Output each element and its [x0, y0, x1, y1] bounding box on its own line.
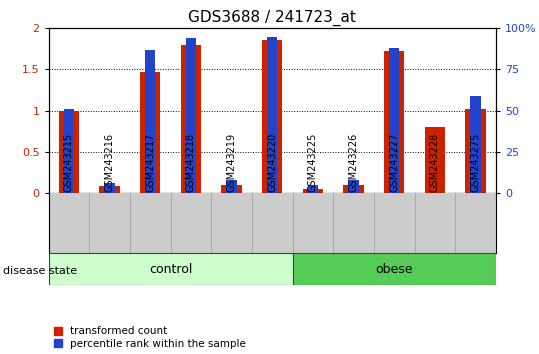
Text: obese: obese [376, 263, 413, 275]
Bar [465, 109, 486, 193]
Bar [64, 109, 74, 193]
Bar [308, 185, 318, 193]
Bar [471, 96, 481, 193]
Bar [389, 48, 399, 193]
Bar [140, 72, 161, 193]
Bar [145, 50, 155, 193]
Bar [99, 186, 120, 193]
Bar [348, 180, 358, 193]
Bar [49, 253, 293, 285]
Text: control: control [149, 263, 192, 275]
Bar [293, 253, 496, 285]
Bar [262, 40, 282, 193]
Bar [226, 180, 237, 193]
Bar [343, 185, 364, 193]
Text: disease state: disease state [3, 266, 77, 276]
Bar [186, 38, 196, 193]
Legend: transformed count, percentile rank within the sample: transformed count, percentile rank withi… [54, 326, 246, 349]
Bar [59, 111, 79, 193]
Bar [222, 185, 241, 193]
Bar [181, 45, 201, 193]
Bar [303, 189, 323, 193]
Title: GDS3688 / 241723_at: GDS3688 / 241723_at [188, 9, 356, 25]
Bar [105, 183, 115, 193]
Bar [425, 127, 445, 193]
Bar [384, 51, 404, 193]
Bar [267, 36, 277, 193]
